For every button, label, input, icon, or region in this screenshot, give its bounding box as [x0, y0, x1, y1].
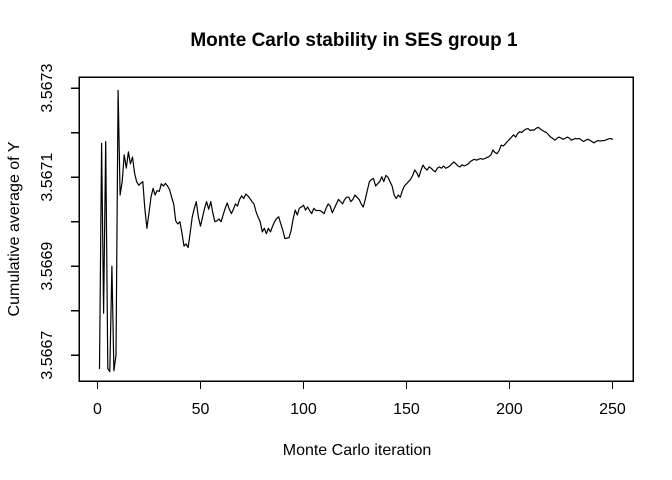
series-line	[98, 89, 614, 373]
x-tick-label: 250	[599, 401, 626, 418]
y-tick-label: 3.5671	[39, 153, 56, 202]
y-tick-label: 3.5667	[39, 331, 56, 380]
x-tick-label: 100	[290, 401, 317, 418]
plot-box	[78, 76, 634, 382]
y-axis-ticks: 3.5667 3.5669 3.5671 3.5673	[39, 64, 79, 380]
x-tick-label: 0	[93, 401, 102, 418]
x-tick-label: 150	[393, 401, 420, 418]
x-tick-label: 50	[192, 401, 210, 418]
x-axis-title: Monte Carlo iteration	[283, 442, 432, 459]
y-tick-label: 3.5669	[39, 242, 56, 291]
y-axis-title: Cumulative average of Y	[6, 141, 23, 316]
x-axis-ticks: 0 50 100 150 200 250	[93, 381, 626, 418]
chart-title: Monte Carlo stability in SES group 1	[190, 30, 518, 51]
x-tick-label: 200	[496, 401, 523, 418]
y-tick-label: 3.5673	[39, 64, 56, 113]
